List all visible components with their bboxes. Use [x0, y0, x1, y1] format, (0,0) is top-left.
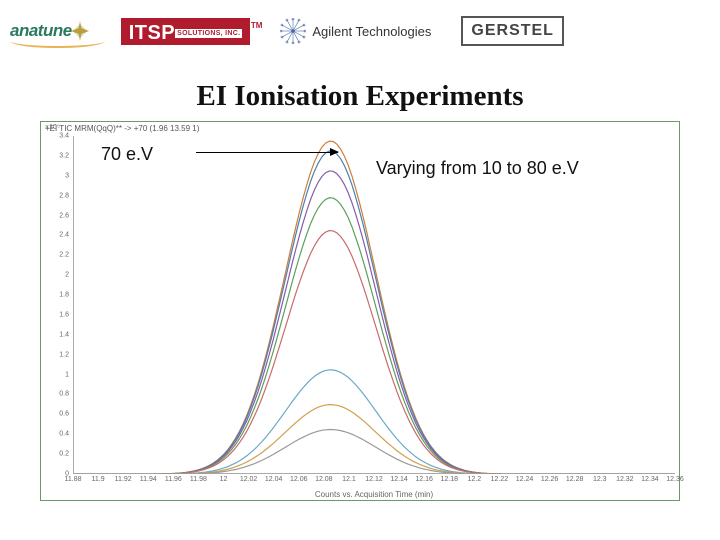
- x-tick: 12.22: [491, 476, 509, 483]
- x-tick: 12.18: [440, 476, 458, 483]
- x-tick: 12.08: [315, 476, 333, 483]
- x-tick: 12: [220, 476, 228, 483]
- x-tick: 12.26: [541, 476, 559, 483]
- y-axis: 00.20.40.60.811.21.41.61.822.22.42.62.83…: [41, 136, 73, 474]
- logo-anatune: anatune: [10, 20, 91, 42]
- x-tick: 11.94: [140, 476, 157, 483]
- y-tick: 0.6: [59, 411, 69, 418]
- x-tick: 11.92: [115, 476, 132, 483]
- y-tick: 3: [65, 172, 69, 179]
- x-tick: 12.36: [666, 476, 684, 483]
- x-tick: 12.02: [240, 476, 258, 483]
- itsp-small-text: SOLUTIONS, INC.: [175, 29, 242, 38]
- x-tick: 12.34: [641, 476, 659, 483]
- logo-agilent: Agilent Technologies: [280, 18, 431, 44]
- page-title: EI Ionisation Experiments: [0, 80, 720, 113]
- annotation-arrow-icon: [196, 152, 338, 153]
- x-tick: 11.98: [190, 476, 207, 483]
- curve-30eV: [74, 370, 675, 474]
- x-tick: 12.24: [516, 476, 534, 483]
- chart-curves: [74, 136, 675, 474]
- x-axis-label: Counts vs. Acquisition Time (min): [315, 490, 433, 499]
- annotation-70ev: 70 e.V: [101, 144, 153, 165]
- itsp-tm: TM: [251, 22, 263, 30]
- y-tick: 1: [65, 371, 69, 378]
- y-tick: 2.4: [59, 232, 69, 239]
- y-tick: 3.4: [59, 133, 69, 140]
- logo-gerstel: GERSTEL: [461, 16, 564, 46]
- y-tick: 1.6: [59, 311, 69, 318]
- curve-20eV: [74, 405, 675, 475]
- y-tick: 1.4: [59, 331, 69, 338]
- x-tick: 12.12: [365, 476, 383, 483]
- curve-50eV: [74, 198, 675, 475]
- x-tick: 12.3: [593, 476, 607, 483]
- curve-70eV: [74, 151, 675, 474]
- y-axis-exponent: ×10⁵: [45, 124, 60, 131]
- x-tick: 12.32: [616, 476, 634, 483]
- chart-header-text: +EI TIC MRM(QqQ)** -> +70 (1.96 13.59 1): [41, 122, 679, 135]
- chart-container: +EI TIC MRM(QqQ)** -> +70 (1.96 13.59 1)…: [40, 121, 680, 501]
- x-tick: 11.88: [65, 476, 82, 483]
- y-tick: 1.8: [59, 292, 69, 299]
- gerstel-text: GERSTEL: [471, 22, 554, 40]
- agilent-text: Agilent Technologies: [312, 24, 431, 39]
- x-tick: 12.16: [415, 476, 433, 483]
- y-tick: 2.6: [59, 212, 69, 219]
- y-tick: 0.4: [59, 431, 69, 438]
- x-tick: 11.96: [165, 476, 182, 483]
- y-tick: 0.8: [59, 391, 69, 398]
- agilent-burst-icon: [280, 18, 306, 44]
- x-axis: Counts vs. Acquisition Time (min) 11.881…: [73, 474, 675, 500]
- x-tick: 11.9: [92, 476, 105, 483]
- y-tick: 2.2: [59, 252, 69, 259]
- logo-bar: anatune ITSP TM SOLUTIONS, INC.: [0, 0, 720, 62]
- itsp-big-text: ITSP: [129, 23, 175, 43]
- y-tick: 2.8: [59, 192, 69, 199]
- plot-area: [73, 136, 675, 474]
- y-tick: 0.2: [59, 451, 69, 458]
- y-tick: 3.2: [59, 152, 69, 159]
- y-tick: 2: [65, 272, 69, 279]
- anatune-swoosh-icon: [10, 34, 105, 48]
- x-tick: 12.14: [390, 476, 408, 483]
- curve-10eV: [74, 430, 675, 475]
- logo-itsp: ITSP TM SOLUTIONS, INC.: [121, 18, 251, 45]
- x-tick: 12.28: [566, 476, 584, 483]
- annotation-varying: Varying from 10 to 80 e.V: [376, 158, 579, 179]
- x-tick: 12.2: [468, 476, 482, 483]
- x-tick: 12.04: [265, 476, 283, 483]
- x-tick: 12.06: [290, 476, 308, 483]
- x-tick: 12.1: [342, 476, 356, 483]
- y-tick: 1.2: [59, 351, 69, 358]
- curve-80eV: [74, 141, 675, 474]
